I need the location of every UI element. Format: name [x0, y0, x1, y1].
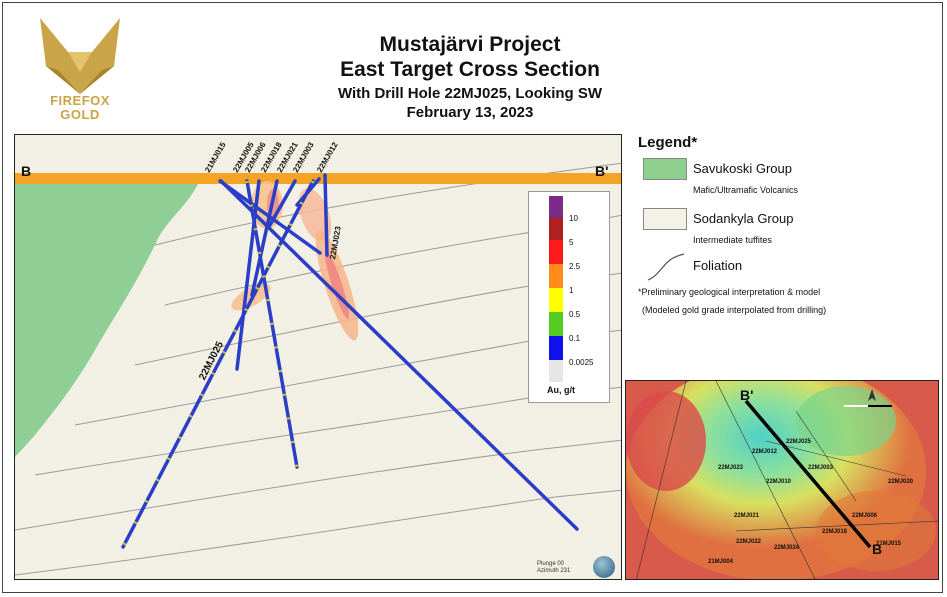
colorbar-label: 2.5 [569, 262, 581, 271]
inset-hole-label: 22MJ010 [766, 479, 792, 485]
legend-item-sodankyla: Sodankyla Group [693, 211, 794, 226]
colorbar-segment [549, 196, 563, 218]
legend-title: Legend* [638, 134, 698, 151]
cross-section-drawing [15, 162, 621, 576]
project-title: Mustajärvi Project [379, 33, 561, 56]
colorbar-label: 0.1 [569, 334, 581, 343]
cross-section-panel: B B' 21MJ015 22MJ005 22MJ006 22MJ018 22M… [14, 134, 622, 580]
map-date: February 13, 2023 [406, 104, 534, 121]
legend-desc-sodankyla: Intermediate tuffites [693, 235, 772, 245]
inset-hole-label: 22MJ021 [734, 513, 760, 519]
map-title: Mustajärvi Project East Target Cross Sec… [250, 32, 690, 122]
legend-note-model: (Modeled gold grade interpolated from dr… [642, 305, 827, 315]
colorbar-label: 0.5 [569, 310, 581, 319]
savukoski-unit [15, 179, 200, 457]
drill-holes [121, 173, 579, 549]
view-orientation: Plunge 00 Azimuth 231 [537, 561, 571, 574]
inset-hole-label: 22MJ023 [718, 465, 744, 471]
legend-desc-savukoski: Mafic/Ultramafic Volcanics [693, 185, 799, 195]
colorbar-label: 10 [569, 214, 578, 223]
inset-hole-label: 21MJ015 [876, 541, 902, 547]
section-endpoint-b-prime: B' [595, 163, 609, 179]
section-subtitle: With Drill Hole 22MJ025, Looking SW [337, 85, 603, 102]
section-title: East Target Cross Section [340, 58, 600, 81]
colorbar-segment [549, 264, 563, 288]
foliation-symbol-icon [647, 253, 685, 281]
colorbar-segment [549, 218, 563, 240]
colorbar-title: Au, g/t [547, 385, 575, 395]
colorbar-segment [549, 336, 563, 360]
colorbar-label: 1 [569, 286, 574, 295]
colorbar-segment [549, 360, 563, 382]
legend-swatch-savukoski [643, 158, 687, 180]
inset-hole-label: 22MJ022 [736, 539, 762, 545]
inset-hole-label: 22MJ003 [808, 465, 834, 471]
inset-hole-label: 22MJ020 [888, 479, 914, 485]
inset-hole-label: 22MJ025 [786, 439, 812, 445]
colorbar-segment [549, 288, 563, 312]
legend-item-savukoski: Savukoski Group [693, 161, 792, 176]
grade-colorbar: 10 5 2.5 1 0.5 0.1 0.0025 Au, g/t [528, 191, 610, 403]
drill-hole-grade-ticks [121, 180, 315, 548]
colorbar-segment [549, 240, 563, 264]
inset-hole-label: 22MJ012 [752, 449, 778, 455]
colorbar-label: 5 [569, 238, 574, 247]
inset-hole-label: 22MJ006 [852, 513, 878, 519]
colorbar-label: 0.0025 [569, 358, 594, 367]
legend-swatch-sodankyla [643, 208, 687, 230]
colorbar-segment [549, 312, 563, 336]
legend-note: *Preliminary geological interpretation &… [638, 287, 821, 297]
orientation-globe-icon [593, 556, 615, 578]
legend-item-foliation: Foliation [693, 258, 743, 273]
inset-hole-label: 22MJ024 [774, 545, 800, 551]
inset-endpoint-b: B [872, 541, 883, 557]
firefox-logo [40, 18, 120, 94]
inset-endpoint-b-prime: B' [740, 387, 754, 403]
inset-grade-map [626, 381, 938, 579]
section-endpoint-b: B [21, 163, 32, 179]
inset-plan-map: B' B 22MJ025 22MJ012 22MJ023 22MJ003 22M… [625, 380, 939, 580]
inset-hole-label: 21MJ004 [708, 559, 734, 565]
inset-hole-label: 22MJ018 [822, 529, 848, 535]
logo-wordmark: FIREFOX GOLD [50, 93, 110, 122]
